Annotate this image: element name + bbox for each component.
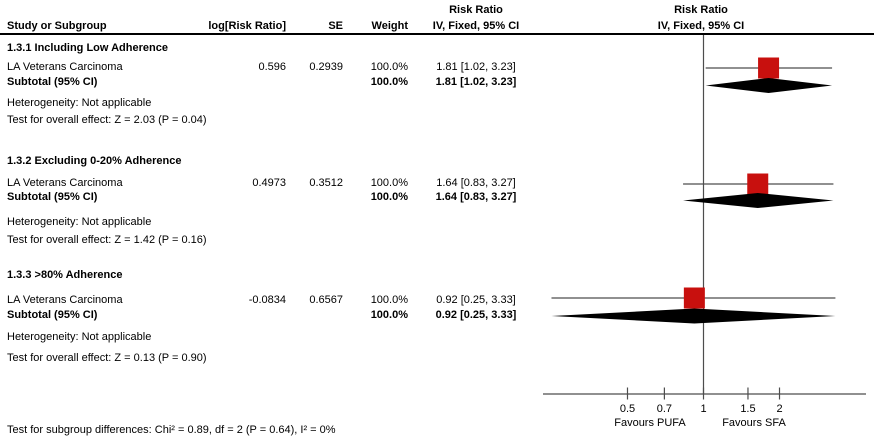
subgroup-title: 1.3.3 >80% Adherence bbox=[7, 269, 123, 281]
subtotal-diamond bbox=[683, 193, 834, 208]
plot-column-header-sub: IV, Fixed, 95% CI bbox=[657, 20, 745, 32]
subtotal-estimate-ci: 0.92 [0.25, 3.33] bbox=[435, 309, 517, 321]
study-estimate-ci: 0.92 [0.25, 3.33] bbox=[436, 294, 516, 306]
overall-effect-note: Test for overall effect: Z = 1.42 (P = 0… bbox=[7, 234, 207, 246]
subtotal-label: Subtotal (95% CI) bbox=[7, 309, 98, 321]
subtotal-weight: 100.0% bbox=[370, 191, 408, 203]
study-se: 0.6567 bbox=[309, 294, 343, 306]
effect-column-header-title: Risk Ratio bbox=[449, 4, 503, 16]
study-se: 0.2939 bbox=[309, 61, 343, 73]
study-weight-marker bbox=[683, 287, 705, 309]
study-name: LA Veterans Carcinoma bbox=[7, 177, 123, 189]
study-weight: 100.0% bbox=[370, 177, 408, 189]
study-estimate-ci: 1.64 [0.83, 3.27] bbox=[436, 177, 516, 189]
study-weight: 100.0% bbox=[370, 294, 408, 306]
axis-tick-label: 1 bbox=[700, 403, 706, 415]
heterogeneity-note: Heterogeneity: Not applicable bbox=[7, 216, 152, 228]
heterogeneity-note: Heterogeneity: Not applicable bbox=[7, 331, 152, 343]
study-log-rr: -0.0834 bbox=[248, 294, 286, 306]
subgroup-title: 1.3.2 Excluding 0-20% Adherence bbox=[7, 155, 182, 167]
subtotal-estimate-ci: 1.81 [1.02, 3.23] bbox=[435, 76, 517, 88]
header-rule bbox=[0, 33, 874, 35]
heterogeneity-note: Heterogeneity: Not applicable bbox=[7, 97, 152, 109]
plot-column-header-title: Risk Ratio bbox=[674, 4, 728, 16]
subtotal-diamond bbox=[705, 78, 833, 93]
axis-tick-label: 0.7 bbox=[657, 403, 672, 415]
study-name: LA Veterans Carcinoma bbox=[7, 294, 123, 306]
subgroup-title: 1.3.1 Including Low Adherence bbox=[7, 42, 168, 54]
overall-effect-note: Test for overall effect: Z = 2.03 (P = 0… bbox=[7, 114, 207, 126]
axis-tick-label: 0.5 bbox=[620, 403, 635, 415]
study-log-rr: 0.4973 bbox=[252, 177, 286, 189]
study-weight: 100.0% bbox=[370, 61, 408, 73]
subtotal-label: Subtotal (95% CI) bbox=[7, 191, 98, 203]
study-se: 0.3512 bbox=[309, 177, 343, 189]
favours-left-label: Favours PUFA bbox=[614, 417, 686, 429]
study-log-rr: 0.596 bbox=[258, 61, 286, 73]
subtotal-weight: 100.0% bbox=[370, 309, 408, 321]
subgroup-differences-note: Test for subgroup differences: Chi² = 0.… bbox=[7, 424, 336, 436]
subtotal-diamond bbox=[551, 308, 836, 324]
study-weight-marker bbox=[747, 173, 769, 195]
effect-column-header-sub: IV, Fixed, 95% CI bbox=[432, 20, 520, 32]
se-column-header: SE bbox=[328, 20, 343, 32]
study-column-header: Study or Subgroup bbox=[7, 20, 107, 32]
log-effect-column-header: log[Risk Ratio] bbox=[208, 20, 286, 32]
study-weight-marker bbox=[758, 57, 780, 79]
overall-effect-note: Test for overall effect: Z = 0.13 (P = 0… bbox=[7, 352, 207, 364]
study-name: LA Veterans Carcinoma bbox=[7, 61, 123, 73]
weight-column-header: Weight bbox=[371, 20, 408, 32]
axis-tick-label: 1.5 bbox=[740, 403, 755, 415]
subtotal-label: Subtotal (95% CI) bbox=[7, 76, 98, 88]
subtotal-estimate-ci: 1.64 [0.83, 3.27] bbox=[435, 191, 517, 203]
study-estimate-ci: 1.81 [1.02, 3.23] bbox=[436, 61, 516, 73]
subtotal-weight: 100.0% bbox=[370, 76, 408, 88]
favours-right-label: Favours SFA bbox=[722, 417, 786, 429]
axis-tick-label: 2 bbox=[776, 403, 782, 415]
